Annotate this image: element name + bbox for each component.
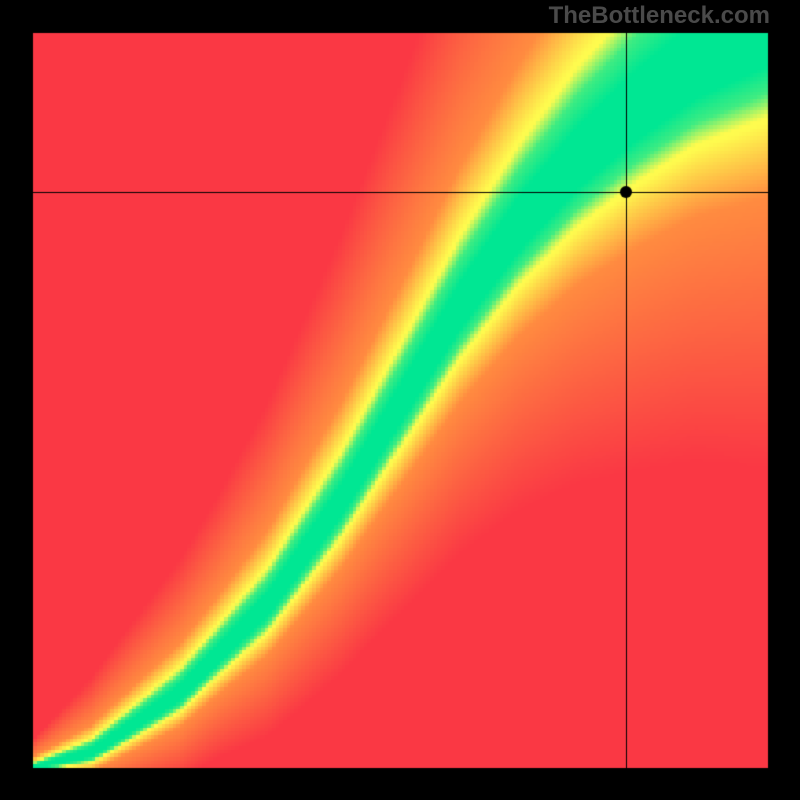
heatmap-canvas bbox=[0, 0, 800, 800]
attribution-text[interactable]: TheBottleneck.com bbox=[549, 2, 770, 30]
chart-container: TheBottleneck.com bbox=[0, 0, 800, 800]
